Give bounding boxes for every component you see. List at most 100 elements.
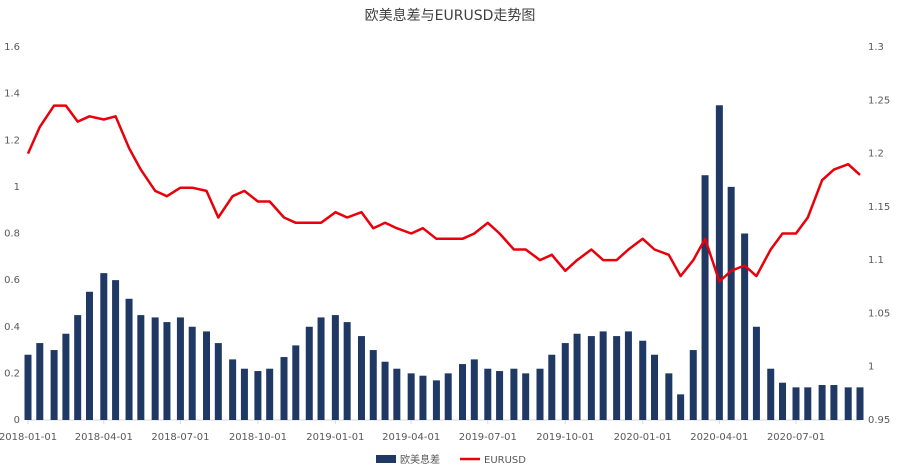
bar bbox=[381, 361, 389, 420]
bar bbox=[317, 317, 325, 420]
bar bbox=[188, 326, 196, 420]
bar bbox=[112, 280, 120, 420]
y2-tick-label: 1.05 bbox=[868, 308, 890, 319]
legend-swatch bbox=[376, 455, 396, 463]
y-tick-label: 1.6 bbox=[4, 42, 20, 53]
bar bbox=[701, 175, 709, 420]
y2-tick-label: 1.3 bbox=[868, 42, 884, 53]
bar bbox=[470, 359, 478, 420]
y-tick-label: 1.4 bbox=[4, 89, 20, 100]
bar bbox=[254, 371, 262, 420]
bar bbox=[266, 368, 274, 420]
bar bbox=[163, 322, 171, 420]
bar bbox=[280, 357, 288, 420]
bar bbox=[369, 350, 377, 420]
bar bbox=[548, 354, 556, 420]
y-tick-label: 0.2 bbox=[4, 368, 20, 379]
bar bbox=[393, 368, 401, 420]
bar bbox=[792, 387, 800, 420]
bar bbox=[599, 331, 607, 420]
bar bbox=[343, 322, 351, 420]
bar bbox=[74, 315, 82, 420]
bar bbox=[203, 331, 211, 420]
bar bbox=[496, 371, 504, 420]
bar bbox=[484, 368, 492, 420]
y2-tick-label: 1.25 bbox=[868, 95, 890, 106]
legend-label: 欧美息差 bbox=[400, 453, 440, 466]
bar bbox=[24, 354, 32, 420]
bar bbox=[510, 368, 518, 420]
bar bbox=[36, 343, 44, 420]
bar bbox=[665, 373, 673, 420]
legend-label: EURUSD bbox=[484, 455, 526, 466]
bar bbox=[444, 373, 452, 420]
y-tick-label: 0 bbox=[14, 415, 20, 426]
x-tick-label: 2018-10-01 bbox=[229, 432, 287, 443]
y2-tick-label: 1.2 bbox=[868, 149, 884, 160]
bar bbox=[677, 394, 685, 420]
x-tick-label: 2019-04-01 bbox=[382, 432, 440, 443]
y-tick-label: 0.6 bbox=[4, 275, 20, 286]
bar bbox=[804, 387, 812, 420]
bar bbox=[407, 373, 415, 420]
x-tick-label: 2018-01-01 bbox=[0, 432, 57, 443]
y2-tick-label: 1.1 bbox=[868, 255, 884, 266]
y2-tick-label: 0.95 bbox=[868, 415, 890, 426]
x-tick-label: 2019-01-01 bbox=[306, 432, 364, 443]
x-tick-label: 2019-07-01 bbox=[459, 432, 517, 443]
x-tick-label: 2018-04-01 bbox=[75, 432, 133, 443]
bar bbox=[522, 373, 530, 420]
line bbox=[26, 104, 861, 283]
bar bbox=[459, 364, 467, 420]
bar bbox=[741, 233, 749, 420]
bar bbox=[844, 387, 852, 420]
x-tick-label: 2020-07-01 bbox=[767, 432, 825, 443]
bar bbox=[767, 368, 775, 420]
bar bbox=[639, 340, 647, 420]
y2-tick-label: 1.15 bbox=[868, 202, 890, 213]
bar bbox=[779, 382, 787, 420]
y2-tick-label: 1 bbox=[868, 362, 874, 373]
bar bbox=[176, 317, 184, 420]
x-tick-label: 2020-01-01 bbox=[614, 432, 672, 443]
bar bbox=[100, 273, 108, 420]
bar bbox=[727, 186, 735, 420]
bar bbox=[830, 385, 838, 420]
y-tick-label: 0.4 bbox=[4, 322, 20, 333]
bar bbox=[432, 380, 440, 420]
bar bbox=[151, 317, 159, 420]
bar bbox=[536, 368, 544, 420]
bar bbox=[214, 343, 222, 420]
bar bbox=[752, 326, 760, 420]
bar bbox=[651, 354, 659, 420]
bar bbox=[62, 333, 70, 420]
bar bbox=[240, 368, 248, 420]
bar bbox=[573, 333, 581, 420]
x-tick-label: 2019-10-01 bbox=[536, 432, 594, 443]
bar bbox=[85, 291, 93, 420]
bar bbox=[331, 315, 339, 420]
bar bbox=[419, 375, 427, 420]
bar bbox=[292, 345, 300, 420]
bar bbox=[229, 359, 237, 420]
y-tick-label: 1.2 bbox=[4, 135, 20, 146]
y-tick-label: 1 bbox=[14, 182, 20, 193]
bar bbox=[818, 385, 826, 420]
bar bbox=[613, 336, 621, 420]
bar bbox=[125, 298, 133, 420]
x-tick-label: 2018-07-01 bbox=[151, 432, 209, 443]
bar bbox=[715, 105, 723, 420]
bar bbox=[561, 343, 569, 420]
bar bbox=[305, 326, 313, 420]
bar bbox=[137, 315, 145, 420]
x-tick-label: 2020-04-01 bbox=[690, 432, 748, 443]
bar bbox=[856, 387, 864, 420]
y-tick-label: 0.8 bbox=[4, 229, 20, 240]
chart-title: 欧美息差与EURUSD走势图 bbox=[365, 7, 536, 24]
bar bbox=[689, 350, 697, 420]
bar bbox=[50, 350, 58, 420]
bar bbox=[357, 336, 365, 420]
bar bbox=[624, 331, 632, 420]
bar bbox=[587, 336, 595, 420]
